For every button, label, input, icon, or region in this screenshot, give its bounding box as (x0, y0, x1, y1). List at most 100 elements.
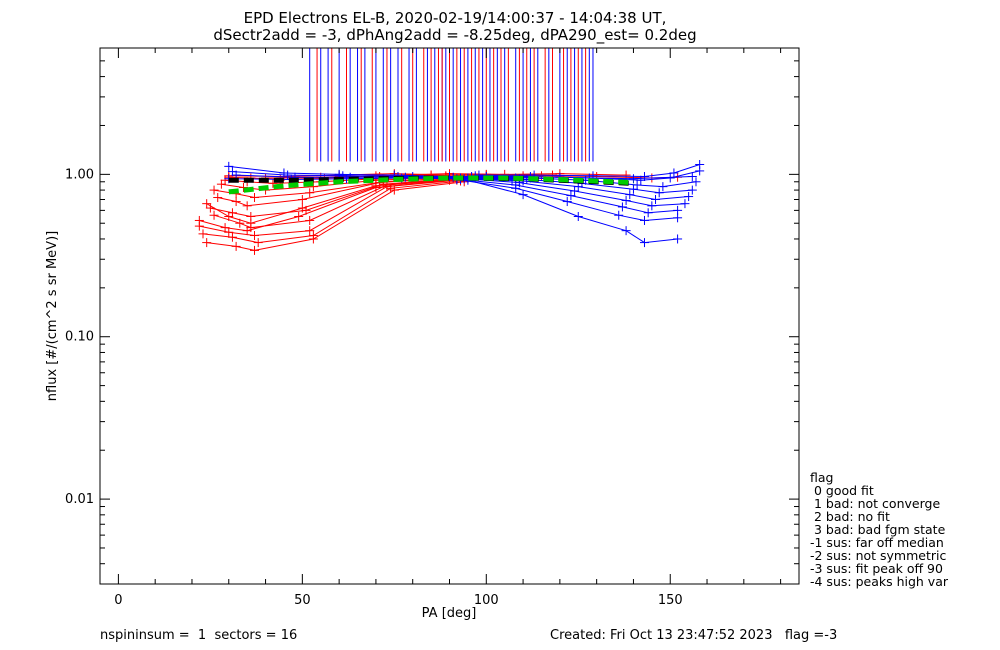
blue-point-7-4 (647, 201, 657, 211)
x-tick-label-3: 150 (658, 593, 683, 608)
vertical-marker-layer (309, 48, 594, 162)
red-point-11-0 (194, 215, 204, 225)
red-trace-10 (206, 179, 450, 224)
blue-point-8-3 (625, 190, 635, 200)
red-point-1-0 (198, 229, 208, 239)
blue-trace-12 (478, 164, 700, 178)
red-point-2-1 (231, 241, 241, 251)
blue-point-11-3 (636, 175, 646, 185)
blue-point-8-4 (651, 195, 661, 205)
red-point-3-3 (305, 215, 315, 225)
red-trace-1 (202, 180, 461, 244)
blue-point-13-4 (628, 174, 638, 184)
blue-point-10-3 (632, 180, 642, 190)
red-point-2-3 (308, 234, 318, 244)
x-tick-label-0: 0 (114, 593, 122, 608)
blue-point-4-5 (673, 234, 683, 244)
blue-series-layer (224, 159, 705, 248)
fit-line (228, 175, 634, 195)
x-tick-label-2: 100 (474, 593, 499, 608)
blue-point-13-5 (687, 171, 697, 181)
x-axis-label: PA [deg] (422, 606, 477, 621)
red-point-6-0 (209, 185, 219, 195)
blue-point-0-1 (279, 168, 289, 178)
red-point-2-4 (389, 185, 399, 195)
red-point-5-3 (297, 195, 307, 205)
legend-entry-7: -4 sus: peaks high var (810, 574, 949, 589)
y-tick-label-0: 0.01 (65, 492, 94, 507)
blue-point-7-3 (621, 196, 631, 206)
blue-point-11-4 (665, 173, 675, 183)
red-point-0-2 (250, 231, 260, 241)
blue-point-12-0 (474, 170, 484, 180)
blue-point-1-1 (283, 170, 293, 180)
red-trace-2 (206, 181, 465, 251)
red-point-5-0 (213, 193, 223, 203)
legend-header: flag (810, 470, 833, 485)
blue-point-6-5 (673, 205, 683, 215)
red-point-11-4 (371, 182, 381, 192)
blue-trace-6 (460, 179, 678, 214)
blue-point-12-3 (639, 171, 649, 181)
blue-trace-5 (456, 179, 678, 222)
blue-point-6-2 (566, 191, 576, 201)
y-tick-label-1: 0.10 (65, 330, 94, 345)
legend-entry-2: 2 bad: no fit (810, 509, 890, 524)
blue-point-4-1 (518, 190, 528, 200)
red-point-11-2 (242, 226, 252, 236)
blue-trace-7 (464, 178, 686, 207)
blue-point-4-4 (639, 238, 649, 248)
red-point-2-0 (202, 238, 212, 248)
red-point-11-1 (220, 223, 230, 233)
legend-entry-3: 3 bad: bad fgm state (810, 522, 946, 537)
x-tick-label-1: 50 (294, 593, 311, 608)
blue-point-10-5 (691, 177, 701, 187)
y-axis-label: nflux [#/(cm^2 s sr MeV)] (45, 231, 60, 401)
blue-point-12-5 (695, 159, 705, 169)
red-point-0-1 (224, 227, 234, 237)
red-point-5-2 (242, 201, 252, 211)
blue-point-8-5 (684, 192, 694, 202)
legend-entry-0: 0 good fit (810, 483, 874, 498)
legend-entry-6: -3 sus: fit peak off 90 (810, 561, 943, 576)
red-point-10-3 (297, 203, 307, 213)
legend-entry-4: -1 sus: far off median (810, 535, 944, 550)
blue-point-7-5 (680, 199, 690, 209)
flag-legend: flag 0 good fit 1 bad: not converge 2 ba… (810, 470, 949, 589)
blue-point-12-4 (669, 168, 679, 178)
blue-point-6-3 (617, 202, 627, 212)
red-point-0-3 (305, 226, 315, 236)
legend-entry-5: -2 sus: not symmetric (810, 548, 946, 563)
legend-entry-1: 1 bad: not converge (810, 496, 940, 511)
red-point-2-2 (250, 245, 260, 255)
red-point-3-0 (209, 210, 219, 220)
red-point-6-3 (305, 188, 315, 198)
median-fit-layer (228, 175, 634, 195)
red-point-5-1 (231, 197, 241, 207)
blue-point-9-3 (628, 184, 638, 194)
blue-point-4-2 (573, 212, 583, 222)
red-trace-11 (199, 179, 450, 232)
blue-point-4-3 (621, 226, 631, 236)
footer-left: nspininsum = 1 sectors = 16 (100, 628, 297, 643)
blue-trace-4 (467, 179, 678, 244)
chart-subtitle: dSectr2add = -3, dPhAng2add = -8.25deg, … (213, 26, 696, 45)
red-point-11-3 (294, 212, 304, 222)
footer-right: Created: Fri Oct 13 23:47:52 2023 flag =… (550, 628, 837, 643)
blue-point-9-4 (654, 188, 664, 198)
red-point-7-0 (216, 179, 226, 189)
chart-title: EPD Electrons EL-B, 2020-02-19/14:00:37 … (244, 9, 667, 27)
red-point-4-1 (227, 208, 237, 218)
red-point-10-2 (246, 218, 256, 228)
blue-point-10-4 (658, 182, 668, 192)
blue-point-7-2 (570, 186, 580, 196)
blue-point-5-2 (562, 197, 572, 207)
blue-point-5-4 (639, 215, 649, 225)
red-point-10-0 (202, 199, 212, 209)
blue-point-5-3 (614, 210, 624, 220)
axes-layer: 0 50 100 150 0.01 0.10 1.00 (65, 47, 799, 608)
blue-point-0-0 (224, 161, 234, 171)
blue-point-6-4 (643, 208, 653, 218)
y-tick-label-2: 1.00 (65, 167, 94, 182)
